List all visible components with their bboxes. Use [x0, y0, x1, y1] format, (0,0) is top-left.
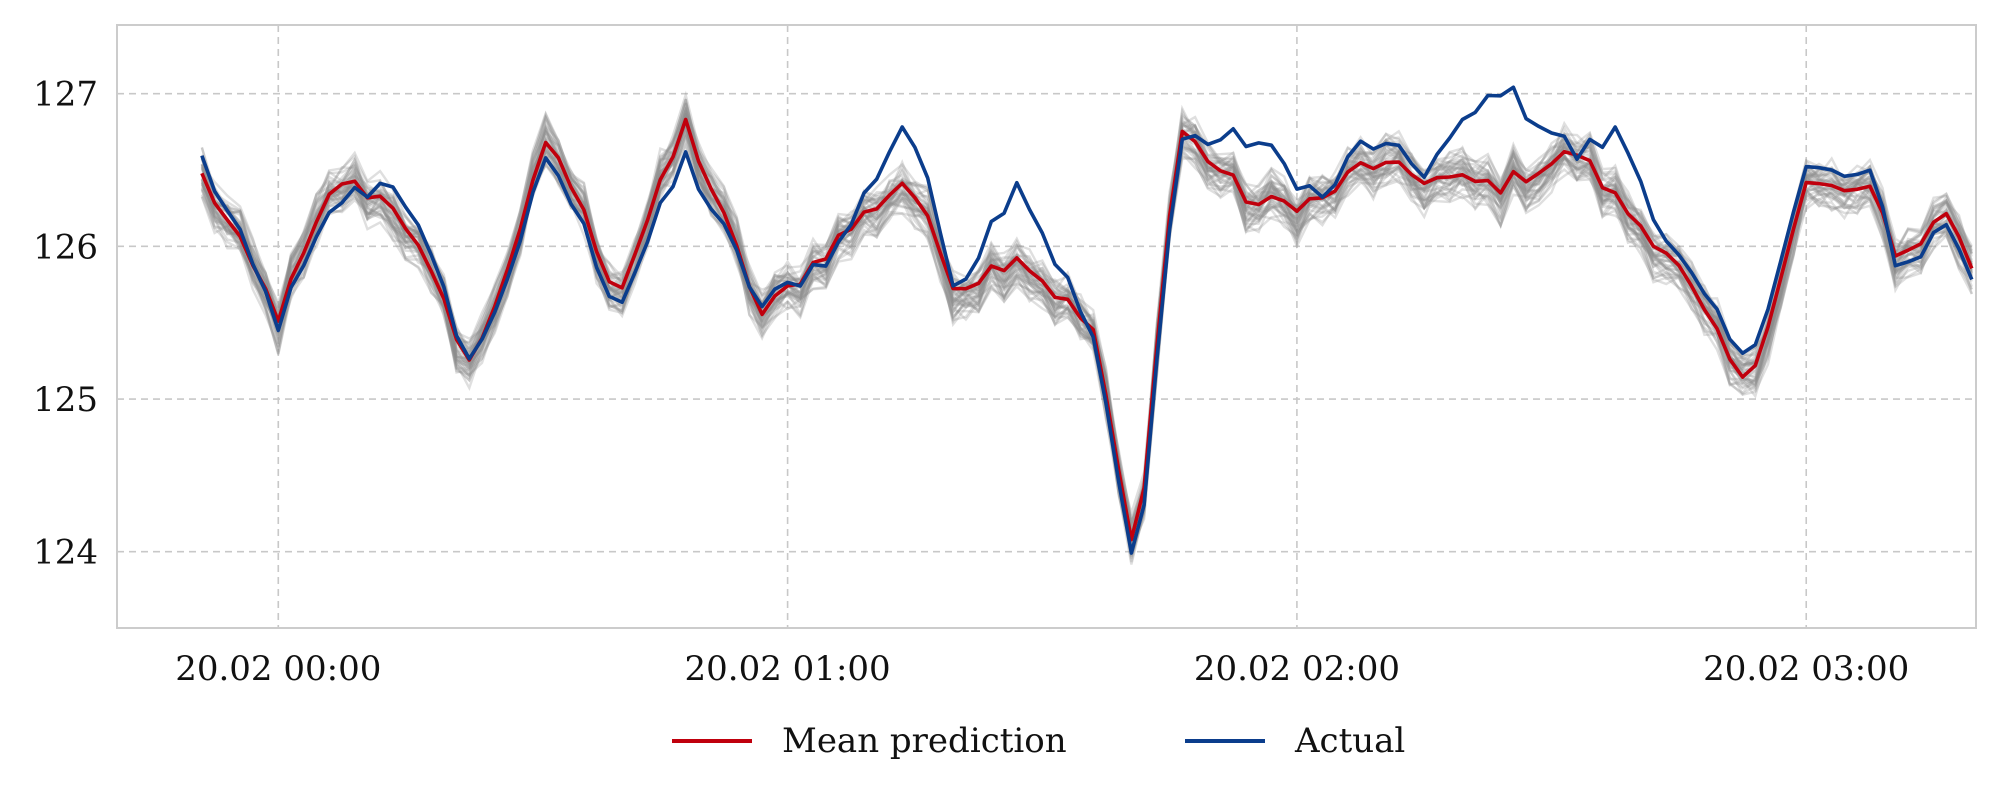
ensemble-sample-line [200, 106, 1973, 524]
legend-label-mean-prediction: Mean prediction [782, 721, 1067, 761]
y-tick-label: 124 [33, 533, 98, 573]
y-tick-label: 125 [33, 380, 98, 420]
ensemble-sample-line [200, 122, 1973, 541]
ensemble-sample-line [200, 100, 1973, 536]
x-axis-ticks: 20.02 00:00 20.02 01:00 20.02 02:00 20.02 0… [175, 649, 1909, 689]
plot-frame [116, 24, 1977, 629]
y-tick-label: 127 [33, 75, 98, 115]
ensemble-sample-line [200, 141, 1973, 565]
ensemble-sample-line [200, 98, 1973, 526]
ensemble-sample-line [200, 106, 1973, 524]
legend: Mean prediction Actual [672, 721, 1405, 761]
ensemble-sample-line [200, 134, 1973, 557]
series-line-actual [200, 85, 1974, 555]
ensemble-sample-line [200, 128, 1973, 559]
legend-label-actual: Actual [1294, 721, 1405, 761]
y-axis-ticks: 124 125 126 127 [33, 75, 98, 573]
ensemble-sample-line [200, 141, 1973, 552]
x-tick-label: 20.02 02:00 [1194, 649, 1400, 689]
grid-lines [117, 25, 1976, 628]
series-lines [200, 85, 1974, 555]
ensemble-sample-line [200, 129, 1973, 547]
ensemble-sample-line [200, 131, 1973, 552]
ensemble-sample-line [200, 103, 1973, 535]
ensemble-sample-line [200, 132, 1973, 548]
ensemble-samples [200, 90, 1973, 565]
y-tick-label: 126 [33, 227, 98, 267]
ensemble-sample-line [200, 125, 1973, 563]
x-tick-label: 20.02 03:00 [1703, 649, 1909, 689]
ensemble-sample-line [200, 90, 1973, 533]
ensemble-sample-line [200, 120, 1973, 557]
x-tick-label: 20.02 00:00 [175, 649, 381, 689]
x-tick-label: 20.02 01:00 [685, 649, 891, 689]
